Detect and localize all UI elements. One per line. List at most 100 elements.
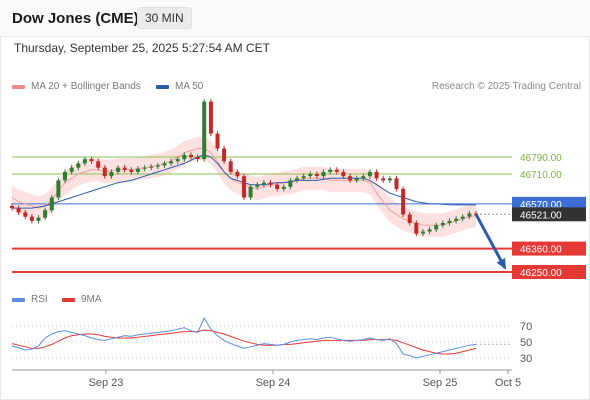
candles [10,99,478,237]
support-1-box [512,241,586,256]
candle-body [447,220,452,223]
candle-body [16,208,21,213]
candle-body [248,186,253,198]
candle-body [228,161,233,172]
candle-body [215,133,220,149]
current-price-box [512,207,586,222]
x-tick-sep24: Sep 24 [256,377,291,389]
candle-body [89,159,94,162]
x-axis: Sep 23 Sep 24 Sep 25 Oct 5 [12,369,521,389]
candle-body [460,216,465,219]
candle-body [341,171,346,177]
level-lines [12,156,512,273]
projection-arrow [474,213,507,270]
rsi-swatch [12,297,25,302]
candle-body [43,210,48,218]
candle-body [281,186,286,189]
legend-rsi-label: RSI [31,294,48,305]
report-timestamp: Thursday, September 25, 2025 5:27:54 AM … [14,41,270,55]
candle-body [63,171,67,181]
candle-body [49,197,54,211]
candle-body [116,167,121,172]
candle-body [182,154,187,160]
candle-body [268,182,273,185]
rsi-level-50: 50 [520,337,532,349]
legend-ma9-label: 9MA [81,294,102,305]
candle-body [354,178,359,181]
candle-body [96,161,101,168]
candle-body [202,101,207,160]
candle-body [242,176,246,198]
candle-body [69,167,74,172]
candle-body [169,161,174,164]
candle-body [275,184,280,189]
candle-body [440,223,445,226]
candle-body [149,166,154,168]
projection-arrow-shaft [474,213,507,269]
price-label-current: 46521.00 [520,210,562,221]
candle-body [308,174,313,177]
candle-body [367,171,372,177]
rsi-level-30: 30 [520,353,532,365]
timeframe-badge[interactable]: 30 MIN [137,7,192,29]
price-label-r2: 46790.00 [520,153,562,164]
candle-body [334,169,339,172]
candle-body [421,231,425,234]
candle-body [348,176,353,181]
candle-body [135,168,140,172]
rsi-panel [11,316,512,359]
candle-body [474,213,478,215]
price-label-s1: 46360.00 [520,245,562,256]
legend-ma50-label: MA 50 [175,81,204,92]
candle-body [261,182,266,185]
candle-body [361,176,366,179]
candle-body [36,217,41,221]
projection-arrow-head [496,258,506,270]
legend-ma9: 9MA [62,294,102,305]
candle-body [387,178,392,181]
candle-body [76,163,81,168]
chart-header: Dow Jones (CME) 30 MIN [0,0,590,37]
candle-body [129,169,134,172]
ma50-swatch [156,84,169,89]
legend-bollinger-label: MA 20 + Bollinger Bands [31,81,141,92]
price-label-pivot: 46570.00 [520,200,562,211]
legend-bollinger: MA 20 + Bollinger Bands [12,81,141,92]
instrument-title: Dow Jones (CME) [12,10,139,27]
candle-body [29,216,34,221]
candle-body [195,157,200,160]
research-credit: Research © 2025 Trading Central [431,81,581,92]
bollinger-swatch [12,84,25,89]
x-tick-sep23: Sep 23 [89,377,124,389]
candle-body [288,180,293,187]
support-2-box [512,265,586,279]
legend-ma50: MA 50 [156,81,203,92]
candle-body [381,178,386,181]
candle-body [162,163,167,166]
rsi-level-70: 70 [520,321,532,333]
x-tick-sep25: Sep 25 [423,377,458,389]
candle-body [427,229,432,232]
candle-body [222,148,227,162]
candle-body [394,178,399,189]
candle-body [23,212,28,217]
candle-body [122,167,127,170]
candle-body [467,213,472,217]
candle-body [401,188,406,215]
candle-body [142,167,147,169]
candle-body [175,159,180,162]
candle-body [255,184,260,187]
rsi-ma9-line [11,329,477,355]
ma9-swatch [62,297,75,302]
candle-body [328,169,333,172]
candle-body [10,206,14,209]
price-label-s2: 46250.00 [520,268,562,279]
candle-body [301,176,306,179]
candle-body [414,223,419,234]
candle-body [56,180,61,198]
candle-body [235,171,240,177]
rsi-level-labels: 70 50 30 [520,321,532,365]
legend-rsi: RSI [12,294,48,305]
candle-body [208,101,213,134]
